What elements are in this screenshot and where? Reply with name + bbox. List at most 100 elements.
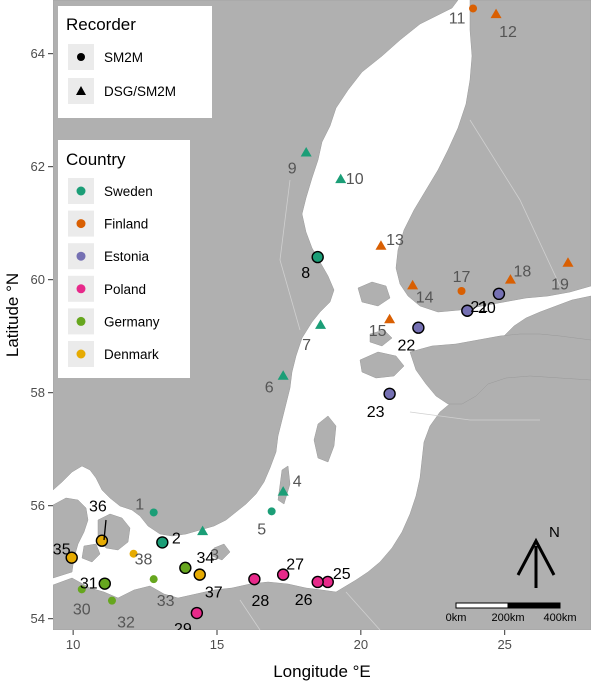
site-label-17: 17 (453, 269, 471, 286)
site-marker-28 (248, 572, 261, 586)
y-tick-label-0: 54 (31, 611, 45, 626)
site-label-8: 8 (301, 265, 310, 282)
land-bornholm (211, 543, 231, 561)
legend-country-swatch-germany (76, 316, 86, 326)
site-markers (65, 4, 574, 620)
legend-recorder-label-1: DSG/SM2M (104, 84, 176, 99)
site-label-27: 27 (286, 557, 304, 574)
site-marker-8 (311, 250, 324, 264)
y-axis-title: Latitude °N (3, 273, 22, 357)
scale-bar-label-0: 0km (446, 612, 467, 624)
site-label-22: 22 (397, 338, 415, 355)
x-tick-label-2: 20 (354, 637, 368, 652)
land-denmark (53, 497, 89, 579)
site-label-11: 11 (449, 10, 466, 27)
site-marker-11 (469, 4, 478, 13)
site-marker-15 (384, 313, 396, 324)
site-marker-18 (504, 274, 516, 284)
site-marker-25 (321, 575, 334, 589)
site-marker-33 (149, 575, 158, 584)
site-label-25: 25 (333, 566, 351, 583)
legend-country-label-germany: Germany (104, 314, 160, 329)
site-label-30: 30 (73, 601, 91, 618)
scale-bar: 0km 200km 400km (446, 602, 577, 624)
land-scandinavia (53, 0, 459, 537)
site-marker-38 (129, 549, 138, 558)
north-arrow-chevron (516, 537, 556, 576)
site-marker-21 (461, 304, 474, 317)
site-marker-26 (311, 575, 324, 589)
x-tick-label-3: 25 (497, 637, 511, 652)
site-marker-19 (562, 257, 574, 267)
site-marker-23 (383, 387, 396, 401)
site-label-26: 26 (295, 592, 313, 609)
site-label-18: 18 (514, 264, 532, 281)
site-marker-14 (407, 279, 419, 290)
site-label-19: 19 (551, 277, 569, 294)
site-label-5: 5 (257, 521, 266, 538)
site-label-14: 14 (416, 289, 434, 306)
site-label-7: 7 (302, 337, 311, 354)
site-label-36: 36 (89, 499, 107, 516)
site-marker-32 (107, 596, 116, 605)
site-marker-6 (277, 370, 289, 380)
site-marker-3 (197, 525, 209, 536)
site-label-12: 12 (499, 24, 517, 41)
site-label-6: 6 (265, 380, 274, 397)
site-marker-12 (490, 8, 502, 19)
legend-recorder-label-0: SM2M (104, 50, 143, 65)
scale-bar-label-1: 200km (491, 612, 524, 624)
legend-country-swatch-poland (76, 284, 86, 294)
legend-country-label-finland: Finland (104, 217, 148, 232)
site-label-28: 28 (251, 593, 269, 610)
legend-country-label-poland: Poland (104, 282, 146, 297)
north-arrow-label: N (549, 524, 560, 541)
site-label-32: 32 (117, 615, 135, 632)
site-label-34: 34 (196, 550, 214, 567)
legend-recorder-title: Recorder (66, 15, 136, 34)
site-marker-31 (98, 577, 111, 590)
site-marker-29 (190, 606, 204, 620)
land-estonia (409, 333, 591, 405)
land-saaremaa (359, 351, 405, 379)
legend-recorder: Recorder SM2M DSG/SM2M (58, 6, 212, 118)
country-borders (239, 119, 561, 630)
site-label-37: 37 (205, 585, 223, 602)
legend-country-swatch-estonia (76, 251, 86, 261)
y-tick-label-2: 58 (31, 385, 45, 400)
legend-triangle-icon (76, 86, 86, 95)
site-marker-27 (276, 568, 290, 581)
site-label-4: 4 (293, 474, 302, 491)
land-aland (357, 281, 391, 307)
site-label-2: 2 (172, 530, 181, 547)
legend-country-label-sweden: Sweden (104, 184, 153, 199)
site-marker-9 (300, 147, 312, 157)
site-label-33: 33 (157, 593, 175, 610)
x-tick-label-1: 15 (210, 637, 224, 652)
land-gotland (313, 415, 337, 463)
site-marker-37 (193, 568, 206, 581)
scale-bar-white-segment (455, 602, 509, 609)
site-marker-5 (267, 507, 276, 516)
site-label-10: 10 (346, 171, 364, 188)
site-36-leader-line (103, 519, 107, 541)
site-label-20: 20 (478, 300, 496, 317)
x-tick-label-0: 10 (66, 637, 80, 652)
legend-circle-icon (77, 53, 85, 61)
site-marker-2 (156, 536, 169, 549)
land-hiiumaa (369, 329, 393, 347)
site-label-1: 1 (135, 496, 144, 513)
site-marker-30 (77, 585, 86, 594)
y-axis: 54 56 58 60 62 64 (31, 46, 53, 626)
site-label-9: 9 (288, 161, 297, 178)
legend-country-label-estonia: Estonia (104, 249, 150, 264)
site-marker-34 (179, 561, 192, 575)
legend-country-label-denmark: Denmark (104, 347, 159, 362)
y-tick-label-5: 64 (31, 46, 45, 61)
legend-country-swatch-finland (76, 219, 86, 229)
site-marker-13 (375, 240, 387, 250)
